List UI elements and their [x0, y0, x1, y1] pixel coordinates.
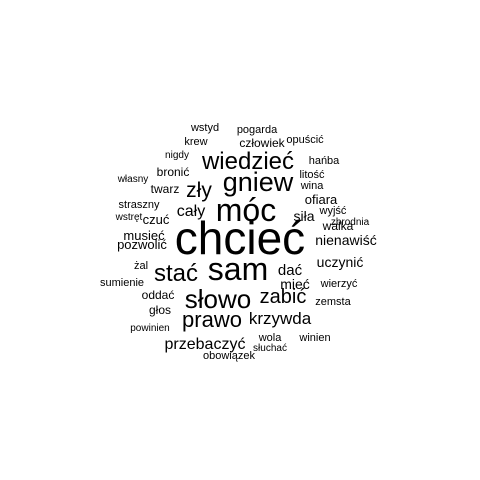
word-sumienie: sumienie	[100, 277, 144, 289]
word-krzywda: krzywda	[249, 309, 312, 328]
word-walka: walka	[322, 219, 354, 233]
word-wlasny: własny	[117, 174, 149, 185]
word-czlowiek: człowiek	[239, 136, 285, 150]
word-krew: krew	[184, 136, 207, 148]
word-wstret: wstręt	[115, 212, 143, 223]
word-dac: dać	[278, 262, 303, 279]
word-slowo: słowo	[185, 284, 251, 314]
word-sluchac: słuchać	[253, 343, 287, 354]
word-sila: siła	[293, 208, 314, 224]
word-czuc: czuć	[143, 212, 170, 227]
word-uczynic: uczynić	[317, 254, 364, 270]
word-prawo: prawo	[182, 307, 242, 332]
word-wyjsc: wyjść	[319, 205, 347, 217]
word-zal: żal	[134, 260, 148, 272]
word-nigdy: nigdy	[165, 150, 189, 161]
word-gniew: gniew	[223, 167, 294, 197]
word-straszny: straszny	[119, 199, 160, 211]
word-hanba: hańba	[309, 155, 340, 167]
word-musiec: musieć	[123, 228, 165, 243]
word-zemsta: zemsta	[315, 296, 351, 308]
word-wierzyc: wierzyć	[320, 278, 358, 290]
word-powinien: powinien	[130, 323, 169, 334]
word-stac: stać	[154, 260, 198, 287]
word-ofiara: ofiara	[305, 192, 338, 207]
word-miec: mieć	[280, 276, 310, 292]
word-zabic: zabić	[260, 286, 307, 308]
word-sam: sam	[208, 251, 268, 287]
word-obowiazek: obowiązek	[203, 350, 255, 362]
word-opuscic: opuścić	[286, 134, 324, 146]
word-wiedziec: wiedzieć	[201, 148, 294, 175]
word-moc: móc	[216, 192, 276, 228]
word-zly: zły	[186, 179, 212, 202]
word-pozwolic: pozwolić	[117, 237, 167, 252]
word-wstyd: wstyd	[190, 122, 219, 134]
word-bronic: bronić	[157, 165, 190, 179]
word-litosc: litość	[299, 169, 325, 181]
word-wola: wola	[258, 332, 283, 344]
word-pogarda: pogarda	[237, 124, 278, 136]
word-winien: winien	[298, 332, 330, 344]
word-caly: cały	[177, 203, 205, 220]
word-chciec: chcieć	[175, 212, 305, 264]
word-glos: głos	[149, 303, 171, 317]
word-wina: wina	[300, 180, 325, 192]
word-przebaczyc: przebaczyć	[165, 336, 246, 353]
word-zbrodnia: zbrodnia	[331, 217, 370, 228]
word-nienawisc: nienawiść	[315, 232, 376, 248]
word-oddac: oddać	[142, 288, 175, 302]
word-twarz: twarz	[151, 182, 180, 196]
